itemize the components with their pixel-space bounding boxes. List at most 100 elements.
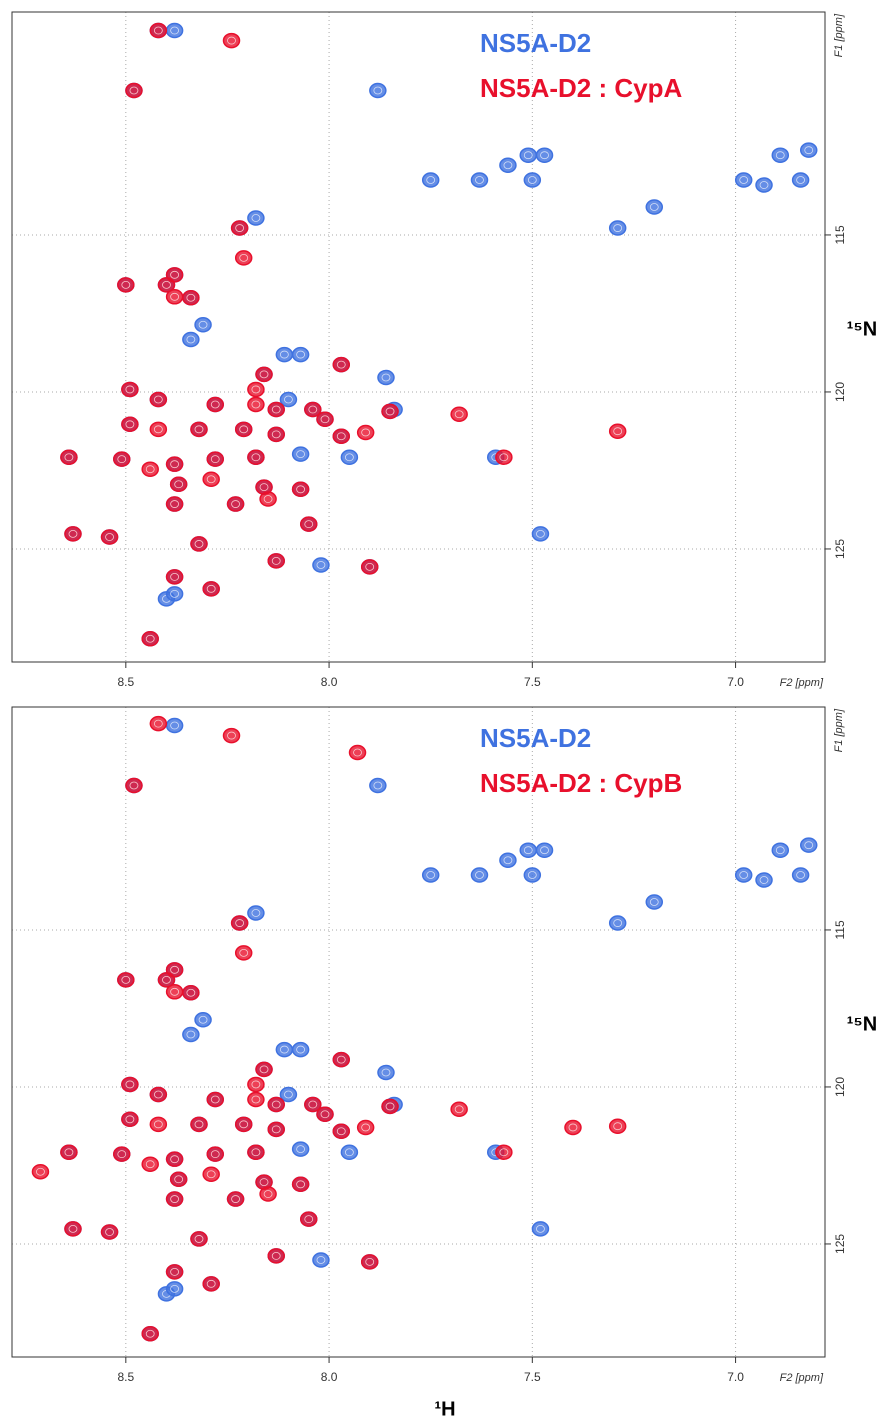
peak-contour: [153, 1090, 163, 1099]
peak: [369, 82, 387, 99]
peak-contour: [239, 1120, 249, 1129]
peak: [470, 867, 489, 883]
peak: [332, 428, 351, 444]
peak-contour: [271, 1100, 281, 1109]
peak: [267, 426, 285, 443]
peak: [226, 496, 245, 512]
peak: [608, 915, 627, 931]
peak: [234, 945, 253, 961]
peak: [291, 1176, 310, 1193]
peak: [799, 142, 818, 158]
peak-contour: [170, 721, 180, 730]
peak: [259, 491, 277, 507]
peak: [421, 172, 440, 188]
peak: [182, 331, 200, 348]
peak: [169, 476, 188, 493]
plot-frame: [11, 706, 826, 1358]
peak: [31, 1163, 50, 1180]
peak: [149, 421, 168, 438]
peak: [165, 22, 184, 39]
peak-contour: [523, 846, 533, 855]
peak-contour: [344, 1148, 354, 1157]
peak: [499, 157, 517, 173]
peak-contour: [796, 176, 806, 184]
peak-contour: [194, 425, 204, 434]
peak: [113, 451, 131, 467]
peak-contour: [251, 214, 261, 222]
peak-contour: [503, 856, 513, 865]
peak-contour: [454, 410, 464, 419]
legend-entry: NS5A-D2: [480, 28, 591, 58]
peak-contour: [162, 975, 171, 984]
peak-contour: [170, 987, 180, 996]
peak-contour: [125, 420, 135, 429]
peak: [247, 905, 265, 921]
peak: [165, 267, 184, 283]
peak-contour: [475, 176, 484, 184]
peak-contour: [263, 1190, 273, 1198]
peak: [523, 172, 542, 188]
peak: [194, 1012, 212, 1028]
peak: [190, 1231, 208, 1247]
peak-contour: [271, 430, 281, 439]
peak: [206, 451, 224, 467]
peak-contour: [239, 425, 249, 434]
peak-contour: [194, 1120, 204, 1129]
peak-contour: [536, 529, 545, 538]
peak: [165, 1264, 184, 1280]
peak-contour: [308, 405, 318, 414]
peak-contour: [153, 425, 163, 434]
peak-contour: [353, 748, 362, 757]
peak-contour: [759, 876, 769, 884]
peak-contour: [174, 1175, 184, 1184]
x-label: ¹H: [434, 1398, 455, 1420]
peak-contour: [271, 405, 281, 414]
peak: [791, 172, 810, 188]
peak: [100, 529, 119, 545]
peak-contour: [796, 871, 806, 879]
peak-contour: [381, 373, 391, 382]
peak-contour: [499, 453, 509, 462]
peak: [771, 842, 790, 858]
peak-contour: [308, 1100, 318, 1109]
peak-contour: [613, 1122, 623, 1131]
peak: [206, 1091, 224, 1108]
peak: [279, 391, 298, 408]
peak: [267, 1096, 285, 1113]
peak: [230, 220, 249, 236]
peak-contour: [336, 360, 346, 369]
peak-contour: [316, 561, 326, 569]
peak: [275, 1041, 294, 1058]
peak: [169, 1171, 188, 1188]
peak-contour: [304, 1215, 314, 1224]
peak-contour: [174, 480, 184, 489]
y-axis-title: F1 [ppm]: [833, 708, 845, 752]
peak-contour: [121, 975, 131, 984]
peak-contour: [499, 1148, 509, 1157]
peak: [291, 481, 310, 498]
peak-contour: [361, 1123, 371, 1132]
peak-contour: [361, 428, 371, 437]
peak-contour: [316, 1256, 326, 1264]
peak-contour: [145, 1329, 155, 1338]
peak-contour: [304, 520, 314, 529]
peak-contour: [527, 871, 537, 879]
y-label: ¹⁵N: [847, 318, 878, 340]
peak: [267, 1121, 285, 1138]
x-tick-label: 7.5: [524, 675, 541, 689]
peak: [608, 1118, 627, 1134]
peak-contour: [296, 485, 306, 494]
peak-contour: [170, 500, 180, 508]
peak-contour: [64, 1148, 74, 1157]
peak-contour: [186, 293, 196, 302]
y-tick-label: 120: [833, 382, 847, 402]
peak: [299, 516, 318, 532]
peak-contour: [259, 483, 269, 491]
peak: [141, 1156, 159, 1172]
peak: [340, 449, 359, 466]
peak-contour: [186, 988, 196, 997]
peak-contour: [336, 1127, 346, 1136]
peak: [182, 289, 200, 306]
peak: [247, 381, 265, 398]
